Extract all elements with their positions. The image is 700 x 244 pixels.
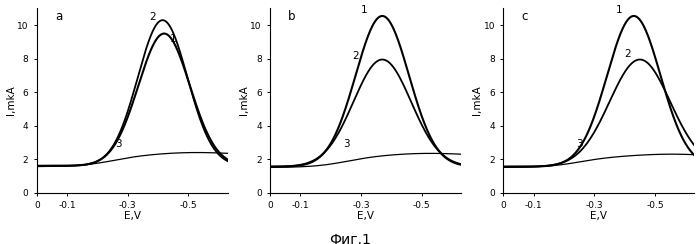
Y-axis label: I,mkA: I,mkA <box>239 86 249 115</box>
Y-axis label: I,mkA: I,mkA <box>6 86 15 115</box>
Text: 1: 1 <box>615 5 622 15</box>
Text: Фиг.1: Фиг.1 <box>329 233 371 244</box>
Text: 3: 3 <box>343 139 349 149</box>
Text: c: c <box>522 10 528 23</box>
Text: b: b <box>288 10 296 23</box>
Text: 2: 2 <box>149 12 155 22</box>
Text: 2: 2 <box>624 49 631 59</box>
X-axis label: E,V: E,V <box>124 211 141 221</box>
Text: 3: 3 <box>116 139 122 149</box>
X-axis label: E,V: E,V <box>357 211 374 221</box>
X-axis label: E,V: E,V <box>590 211 608 221</box>
Text: 3: 3 <box>576 139 583 149</box>
Text: 1: 1 <box>361 5 368 15</box>
Text: 2: 2 <box>352 51 358 61</box>
Text: a: a <box>55 10 62 23</box>
Y-axis label: I,mkA: I,mkA <box>473 86 482 115</box>
Text: 1: 1 <box>170 34 177 44</box>
